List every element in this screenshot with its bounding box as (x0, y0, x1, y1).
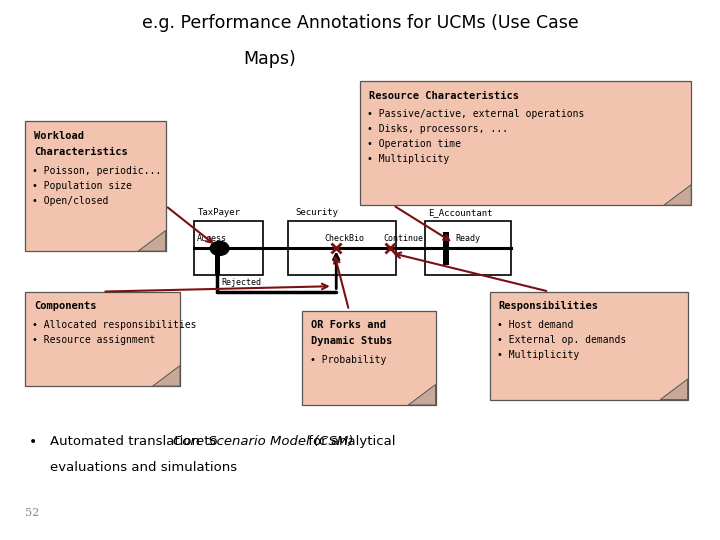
Bar (360, 81, 691, 205)
Text: • Multiplicity: • Multiplicity (497, 350, 579, 360)
Text: E_Accountant: E_Accountant (428, 208, 493, 217)
Text: • External op. demands: • External op. demands (497, 335, 626, 345)
Text: e.g. Performance Annotations for UCMs (Use Case: e.g. Performance Annotations for UCMs (U… (142, 14, 578, 31)
Text: • Open/closed: • Open/closed (32, 196, 109, 206)
Text: Access: Access (197, 234, 228, 243)
Text: Rejected: Rejected (222, 278, 262, 287)
Text: •: • (29, 435, 37, 449)
Text: for analytical: for analytical (304, 435, 396, 448)
Text: • Host demand: • Host demand (497, 320, 573, 330)
Circle shape (210, 241, 229, 255)
Text: • Operation time: • Operation time (367, 139, 462, 150)
Text: • Allocated responsibilities: • Allocated responsibilities (32, 320, 197, 330)
Polygon shape (660, 379, 688, 400)
Bar (302, 310, 436, 405)
Bar (215, 248, 220, 275)
Text: • Probability: • Probability (310, 355, 386, 365)
Text: OR Forks and: OR Forks and (311, 320, 386, 330)
Bar (443, 232, 449, 265)
Text: Automated translation to: Automated translation to (50, 435, 222, 448)
Text: • Disks, processors, ...: • Disks, processors, ... (367, 124, 508, 134)
Text: Continue: Continue (383, 234, 423, 243)
Text: TaxPayer: TaxPayer (198, 208, 241, 217)
Text: Ready: Ready (455, 234, 480, 243)
Text: Dynamic Stubs: Dynamic Stubs (311, 336, 392, 347)
Text: Security: Security (295, 208, 338, 217)
Text: evaluations and simulations: evaluations and simulations (50, 461, 238, 474)
Text: CheckBio: CheckBio (324, 234, 364, 243)
Bar (288, 221, 396, 275)
Text: Responsibilities: Responsibilities (498, 301, 598, 312)
Text: Maps): Maps) (243, 50, 297, 68)
Text: Core Scenario Model (CSM): Core Scenario Model (CSM) (173, 435, 354, 448)
Polygon shape (138, 231, 166, 251)
Text: 52: 52 (25, 508, 40, 518)
Text: • Poisson, periodic...: • Poisson, periodic... (32, 166, 162, 176)
Polygon shape (664, 185, 691, 205)
Text: • Multiplicity: • Multiplicity (367, 154, 449, 165)
Text: Resource Characteristics: Resource Characteristics (369, 91, 518, 101)
Bar (25, 292, 180, 386)
Bar (490, 292, 688, 400)
Text: • Passive/active, external operations: • Passive/active, external operations (367, 109, 585, 119)
Polygon shape (408, 384, 436, 405)
Polygon shape (153, 366, 180, 386)
Text: Workload: Workload (34, 131, 84, 141)
Bar (425, 221, 511, 275)
Bar (194, 221, 263, 275)
Bar (25, 122, 166, 251)
Text: Components: Components (34, 301, 96, 312)
Text: • Resource assignment: • Resource assignment (32, 335, 156, 345)
Text: • Population size: • Population size (32, 181, 132, 191)
Text: Characteristics: Characteristics (34, 147, 127, 158)
